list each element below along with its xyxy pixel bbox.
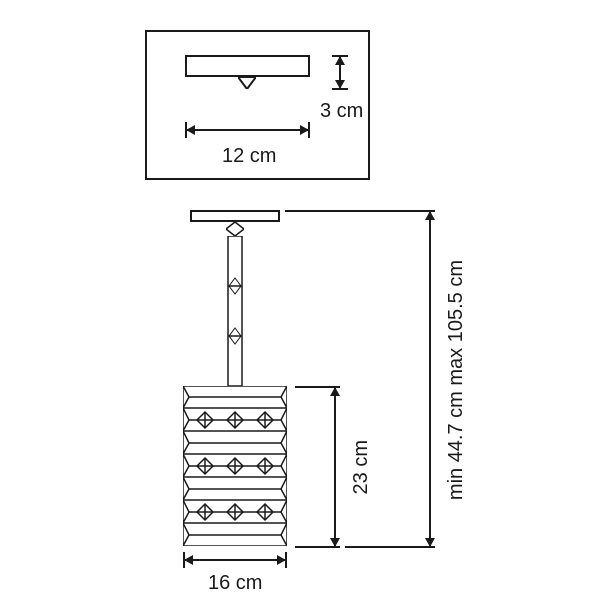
top-height-arrow	[339, 57, 341, 88]
canopy-top-view	[185, 55, 310, 77]
pendant-canopy	[190, 210, 280, 222]
total-height-tick-top	[285, 210, 435, 212]
top-width-arrow	[187, 129, 308, 131]
top-width-label: 12 cm	[222, 145, 276, 168]
canopy-notch	[238, 77, 256, 89]
total-height-label: min 44.7 cm max 105.5 cm	[445, 260, 468, 500]
shade-height-label: 23 cm	[350, 440, 373, 494]
shade-height-arrow	[334, 388, 336, 546]
shade-width-label: 16 cm	[208, 572, 262, 595]
pendant-rod	[227, 236, 243, 386]
connector-diamond	[226, 222, 244, 236]
pendant-shade	[183, 386, 287, 546]
total-height-arrow	[429, 212, 431, 546]
top-height-label: 3 cm	[320, 100, 363, 123]
shade-width-arrow	[185, 559, 285, 561]
total-height-tick-bot	[345, 546, 435, 548]
